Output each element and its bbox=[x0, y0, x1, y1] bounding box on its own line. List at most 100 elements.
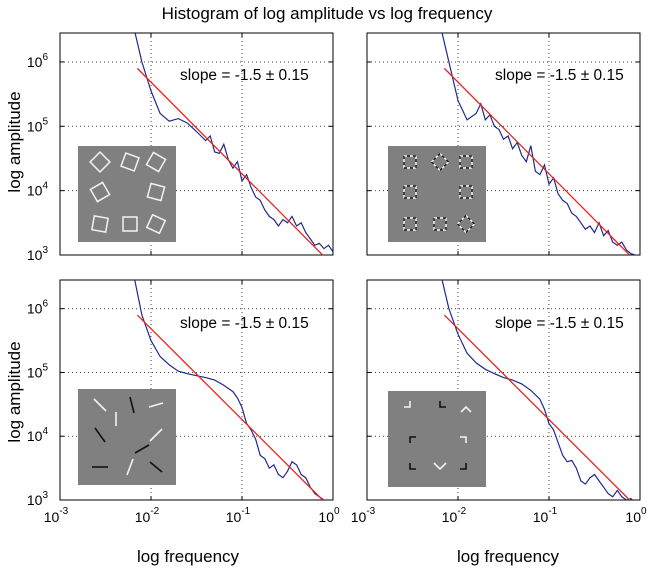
fit-line bbox=[136, 67, 324, 255]
y-tick-label: 105 bbox=[27, 362, 49, 380]
y-tick-exponent: 3 bbox=[42, 245, 48, 256]
inset-square-outline bbox=[145, 213, 167, 235]
x-tick-base: 10 bbox=[318, 509, 334, 525]
x-tick-base: 10 bbox=[135, 509, 151, 525]
x-tick-label: 10-1 bbox=[226, 506, 251, 525]
data-series-line bbox=[134, 280, 325, 500]
y-tick-label: 103 bbox=[27, 245, 49, 263]
y-tick-exponent: 4 bbox=[42, 426, 48, 437]
inset-line-segment bbox=[94, 427, 106, 443]
inset-background bbox=[388, 391, 486, 487]
figure-title: Histogram of log amplitude vs log freque… bbox=[162, 4, 493, 23]
inset-square-outline bbox=[89, 181, 111, 203]
x-tick-exponent: -2 bbox=[457, 506, 466, 517]
inset-corner-fragment bbox=[460, 436, 467, 443]
y-tick-base: 10 bbox=[27, 183, 43, 199]
y-tick-label: 104 bbox=[27, 426, 49, 444]
x-tick-label: 10-1 bbox=[533, 506, 558, 525]
slope-annotation: slope = -1.5 ± 0.15 bbox=[180, 67, 309, 84]
slope-annotation: slope = -1.5 ± 0.15 bbox=[495, 315, 624, 332]
y-tick-exponent: 5 bbox=[42, 362, 48, 373]
inset-dashed-outline-dark bbox=[459, 155, 473, 169]
x-tick-label: 10-2 bbox=[442, 506, 467, 525]
fit-line bbox=[136, 314, 324, 500]
inset-stimulus-image bbox=[78, 389, 176, 485]
slope-annotation: slope = -1.5 ± 0.15 bbox=[180, 315, 309, 332]
data-series-line bbox=[134, 33, 333, 253]
x-tick-exponent: -2 bbox=[150, 506, 159, 517]
y-tick-exponent: 3 bbox=[42, 490, 48, 501]
x-tick-exponent: 0 bbox=[641, 506, 647, 517]
inset-stimulus-image bbox=[388, 391, 486, 487]
x-tick-base: 10 bbox=[533, 509, 549, 525]
inset-dashed-outline-dark bbox=[433, 217, 447, 231]
inset-background bbox=[78, 389, 176, 485]
inset-square-outline bbox=[120, 152, 140, 172]
inset-line-segment bbox=[149, 428, 163, 442]
x-tick-exponent: 0 bbox=[334, 506, 340, 517]
y-tick-base: 10 bbox=[27, 492, 43, 508]
inset-square-outline bbox=[145, 151, 167, 173]
y-tick-base: 10 bbox=[27, 54, 43, 70]
y-tick-label: 104 bbox=[27, 181, 49, 199]
slope-annotation: slope = -1.5 ± 0.15 bbox=[495, 67, 624, 84]
x-tick-label: 10-3 bbox=[44, 506, 69, 525]
y-tick-exponent: 4 bbox=[42, 181, 48, 192]
x-tick-label: 100 bbox=[625, 506, 647, 525]
x-axis-label-left: log frequency bbox=[137, 547, 240, 566]
inset-dashed-outline-dark bbox=[403, 185, 417, 199]
inset-line-segment bbox=[129, 396, 135, 414]
x-tick-exponent: -1 bbox=[241, 506, 250, 517]
y-tick-base: 10 bbox=[27, 364, 43, 380]
x-tick-base: 10 bbox=[226, 509, 242, 525]
x-tick-label: 100 bbox=[318, 506, 340, 525]
y-axis-label-top: log amplitude bbox=[5, 91, 24, 192]
panel-top-right: slope = -1.5 ± 0.15 bbox=[366, 32, 641, 256]
data-series-line bbox=[441, 33, 638, 255]
fit-line bbox=[443, 67, 631, 255]
x-tick-exponent: -3 bbox=[366, 506, 375, 517]
data-series-line bbox=[441, 280, 634, 500]
inset-square-outline bbox=[146, 182, 166, 202]
inset-square-outline bbox=[89, 151, 111, 173]
fit-line bbox=[443, 314, 631, 500]
y-tick-base: 10 bbox=[27, 247, 43, 263]
inset-corner-fragment bbox=[404, 401, 411, 408]
inset-square-outline bbox=[91, 215, 109, 233]
x-tick-base: 10 bbox=[442, 509, 458, 525]
y-tick-base: 10 bbox=[27, 428, 43, 444]
inset-corner-fragment bbox=[409, 463, 416, 470]
inset-dashed-outline-dark bbox=[456, 214, 476, 234]
inset-dashed-outline-dark bbox=[459, 185, 473, 199]
inset-dashed-outline-dark bbox=[403, 217, 417, 231]
y-tick-base: 10 bbox=[27, 118, 43, 134]
y-axis-label-bottom: log amplitude bbox=[5, 341, 24, 442]
y-tick-exponent: 6 bbox=[42, 52, 48, 63]
inset-corner-fragment bbox=[460, 405, 472, 413]
inset-line-segment bbox=[134, 444, 150, 454]
x-tick-exponent: -3 bbox=[59, 506, 68, 517]
x-tick-base: 10 bbox=[44, 509, 60, 525]
y-tick-label: 106 bbox=[27, 52, 49, 70]
x-tick-base: 10 bbox=[625, 509, 641, 525]
x-tick-label: 10-3 bbox=[351, 506, 376, 525]
x-tick-base: 10 bbox=[351, 509, 367, 525]
inset-background bbox=[78, 146, 176, 242]
y-tick-label: 106 bbox=[27, 299, 49, 317]
inset-dashed-outline-dark bbox=[430, 152, 450, 172]
y-tick-label: 105 bbox=[27, 116, 49, 134]
inset-line-segment bbox=[149, 461, 163, 473]
y-tick-exponent: 6 bbox=[42, 299, 48, 310]
y-tick-exponent: 5 bbox=[42, 116, 48, 127]
inset-corner-fragment bbox=[439, 401, 446, 408]
x-axis-label-right: log frequency bbox=[457, 547, 560, 566]
x-tick-label: 10-2 bbox=[135, 506, 160, 525]
inset-line-segment bbox=[148, 402, 164, 408]
inset-corner-fragment bbox=[433, 462, 447, 471]
inset-stimulus-image bbox=[78, 146, 176, 242]
inset-corner-fragment bbox=[460, 463, 467, 470]
